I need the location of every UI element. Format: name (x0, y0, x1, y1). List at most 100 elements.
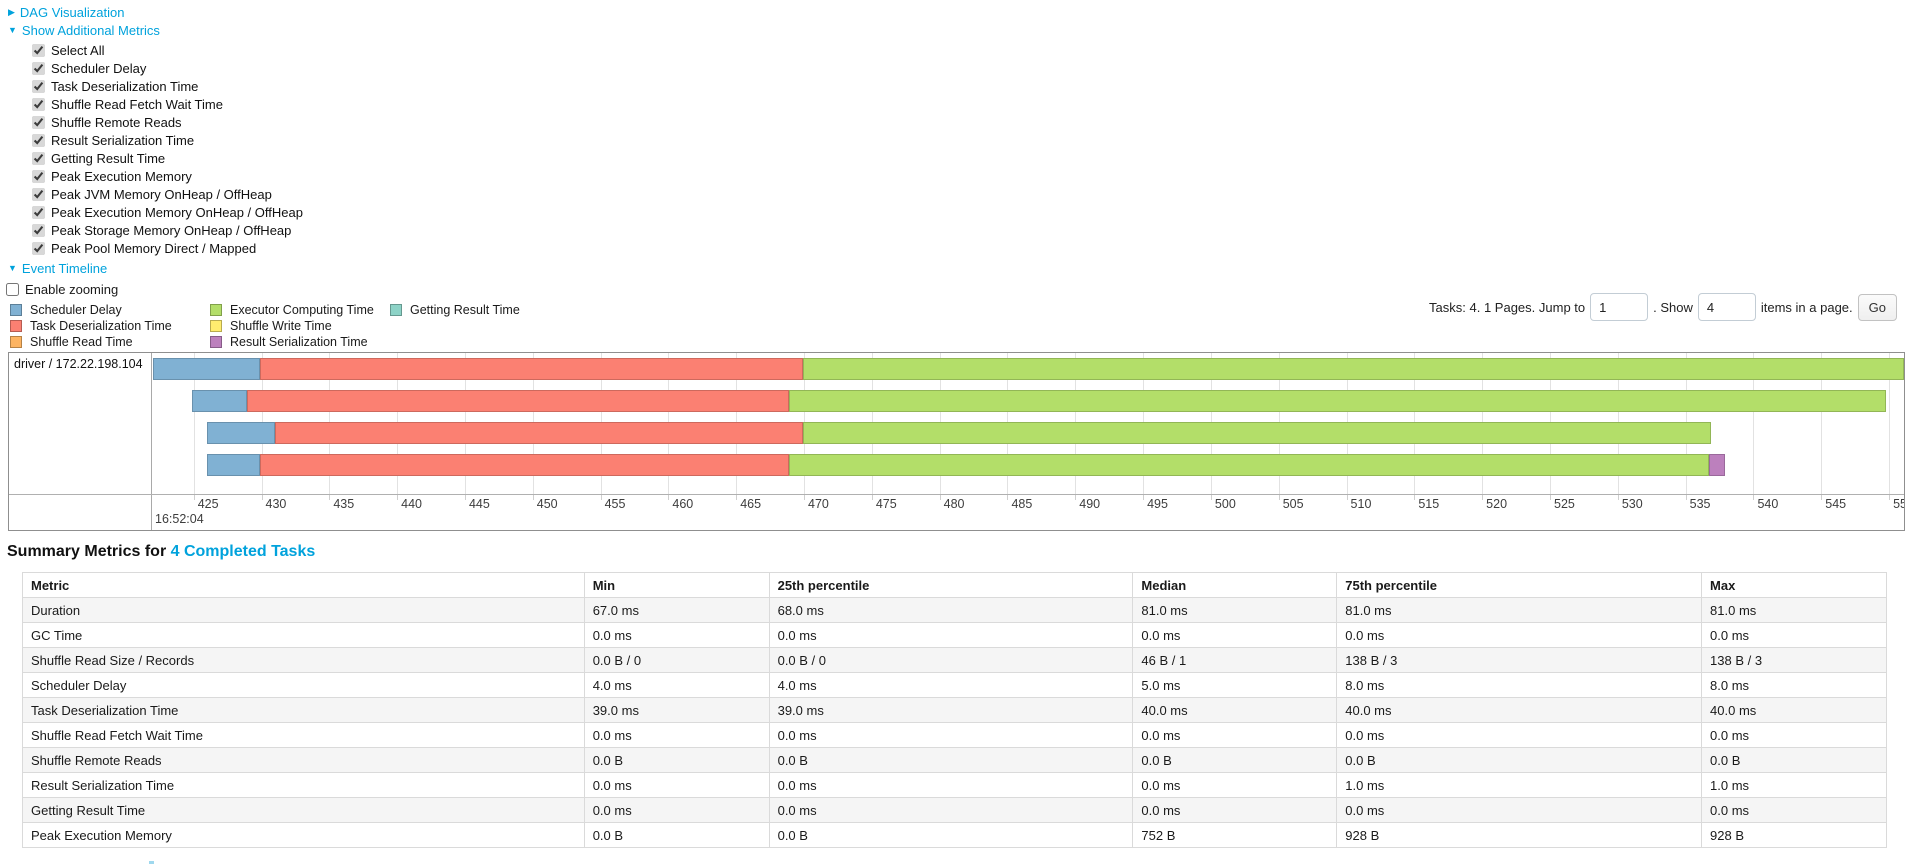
shuffle_read-swatch (10, 336, 22, 348)
pagination-mid: . Show (1653, 299, 1693, 315)
enable-zooming-checkbox[interactable] (6, 282, 19, 296)
metric-checkbox[interactable] (32, 61, 45, 75)
value-cell: 0.0 B (1132, 747, 1338, 773)
metric-cell: Duration (22, 597, 585, 623)
axis-tick-label: 495 (1147, 497, 1168, 511)
value-cell: 0.0 ms (1336, 797, 1703, 823)
axis-tick (464, 495, 466, 500)
metric-checkbox-label: Result Serialization Time (51, 132, 195, 148)
metric-checkbox-row[interactable]: Peak Pool Memory Direct / Mapped (32, 239, 303, 257)
metric-checkbox-row[interactable]: Result Serialization Time (32, 131, 303, 149)
axis-tick (1617, 495, 1619, 500)
metric-checkbox-row[interactable]: Scheduler Delay (32, 59, 303, 77)
metric-checkbox-row[interactable]: Getting Result Time (32, 149, 303, 167)
metric-checkbox-row[interactable]: Shuffle Read Fetch Wait Time (32, 95, 303, 113)
value-cell: 39.0 ms (583, 697, 770, 723)
axis-tick-label: 535 (1689, 497, 1711, 511)
metric-checkbox-row[interactable]: Shuffle Remote Reads (32, 113, 303, 131)
axis-tick (1346, 495, 1348, 500)
value-cell: 4.0 ms (583, 672, 770, 698)
metric-checkbox[interactable] (32, 79, 45, 93)
caret-down-icon: ▼ (8, 25, 17, 35)
metric-checkbox-row[interactable]: Task Deserialization Time (32, 77, 303, 95)
metrics-checkbox-list: Select All Scheduler Delay Task Deserializ… (32, 41, 303, 257)
jump-to-page-input[interactable] (1590, 293, 1649, 321)
metric-checkbox-label: Peak JVM Memory OnHeap / OffHeap (51, 186, 272, 202)
task-bar-segment-task_deserialization (260, 358, 803, 380)
table-row: Shuffle Read Size / Records 0.0 B / 0 0.0 … (22, 647, 1887, 673)
metric-checkbox[interactable] (32, 115, 45, 129)
value-cell: 39.0 ms (768, 697, 1134, 723)
value-cell: 0.0 B (1336, 747, 1703, 773)
axis-tick-label: 430 (265, 497, 287, 511)
metric-checkbox[interactable] (32, 97, 45, 111)
legend-label: Executor Computing Time (230, 303, 374, 317)
axis-tick (1482, 495, 1484, 500)
metric-checkbox-label: Peak Execution Memory OnHeap / OffHeap (51, 204, 303, 220)
pagination-suffix: items in a page. (1760, 299, 1853, 315)
event-timeline-toggle[interactable]: ▼ Event Timeline (8, 261, 303, 276)
metric-checkbox[interactable] (32, 241, 45, 255)
metric-checkbox[interactable] (32, 43, 45, 57)
value-cell: 8.0 ms (1701, 672, 1887, 698)
value-cell: 0.0 ms (1336, 722, 1703, 748)
dag-visualization-toggle[interactable]: ▶ DAG Visualization (8, 5, 303, 20)
timeline-plot (153, 353, 1904, 494)
value-cell: 0.0 ms (1132, 622, 1338, 648)
value-cell: 928 B (1701, 822, 1887, 848)
event-timeline-label: Event Timeline (21, 261, 108, 276)
axis-tick (668, 495, 670, 500)
value-cell: 0.0 ms (583, 722, 770, 748)
go-button[interactable]: Go (1857, 293, 1897, 321)
value-cell: 0.0 B (583, 822, 770, 848)
axis-tick-label: 530 (1621, 497, 1643, 511)
pagination-prefix: Tasks: 4. 1 Pages. Jump to (1429, 299, 1586, 315)
table-row: Scheduler Delay 4.0 ms 4.0 ms 5.0 ms 8.0 ms 8… (22, 672, 1887, 698)
column-header: Median (1132, 572, 1338, 598)
task-bar-segment-executor_computing (802, 358, 1904, 380)
metric-checkbox[interactable] (32, 151, 45, 165)
axis-tick (261, 495, 263, 500)
value-cell: 0.0 ms (768, 622, 1134, 648)
axis-tick-label: 500 (1214, 497, 1236, 511)
legend-label: Shuffle Read Time (30, 335, 133, 349)
summary-metrics-table: Metric Min 25th percentile Median 75th perce… (22, 572, 1887, 848)
table-row: Shuffle Read Fetch Wait Time 0.0 ms 0.0 ms… (22, 722, 1887, 748)
value-cell: 0.0 B / 0 (583, 647, 770, 673)
metric-checkbox[interactable] (32, 205, 45, 219)
axis-tick-label: 425 (197, 497, 219, 511)
metric-checkbox-row[interactable]: Peak JVM Memory OnHeap / OffHeap (32, 185, 303, 203)
metric-checkbox-label: Peak Storage Memory OnHeap / OffHeap (51, 222, 292, 238)
metric-cell: Result Serialization Time (22, 772, 585, 798)
axis-tick-label: 435 (333, 497, 355, 511)
enable-zooming-label: Enable zooming (25, 281, 119, 297)
metric-checkbox[interactable] (32, 169, 45, 183)
value-cell: 67.0 ms (583, 597, 770, 623)
items-per-page-input[interactable] (1697, 293, 1756, 321)
task-bar-segment-executor_computing (789, 390, 1887, 412)
metric-checkbox[interactable] (32, 187, 45, 201)
metric-checkbox[interactable] (32, 133, 45, 147)
axis-tick-label: 450 (536, 497, 558, 511)
task-bar-segment-task_deserialization (260, 454, 790, 476)
shuffle_write-swatch (210, 320, 222, 332)
metric-checkbox-row[interactable]: Peak Execution Memory (32, 167, 303, 185)
metric-checkbox-label: Task Deserialization Time (51, 78, 199, 94)
result_serialization-swatch (210, 336, 222, 348)
value-cell: 0.0 ms (1701, 722, 1887, 748)
metric-checkbox-row[interactable]: Select All (32, 41, 303, 59)
value-cell: 0.0 ms (768, 722, 1134, 748)
metric-checkbox-row[interactable]: Peak Storage Memory OnHeap / OffHeap (32, 221, 303, 239)
metric-checkbox[interactable] (32, 223, 45, 237)
metric-cell: Scheduler Delay (22, 672, 585, 698)
value-cell: 40.0 ms (1701, 697, 1887, 723)
enable-zooming-row[interactable]: Enable zooming (6, 280, 303, 298)
axis-tick-label: 510 (1350, 497, 1372, 511)
show-additional-metrics-toggle[interactable]: ▼ Show Additional Metrics (8, 23, 303, 38)
metric-cell: Shuffle Remote Reads (22, 747, 585, 773)
timeline-axis: 16:52:04 425 430 435 440 445 450 455 460 465 470 4… (153, 495, 1904, 530)
timeline-group-column: driver / 172.22.198.104 (9, 353, 152, 530)
metric-checkbox-row[interactable]: Peak Execution Memory OnHeap / OffHeap (32, 203, 303, 221)
completed-tasks-link[interactable]: 4 Completed Tasks (170, 543, 316, 560)
axis-tick (193, 495, 195, 500)
